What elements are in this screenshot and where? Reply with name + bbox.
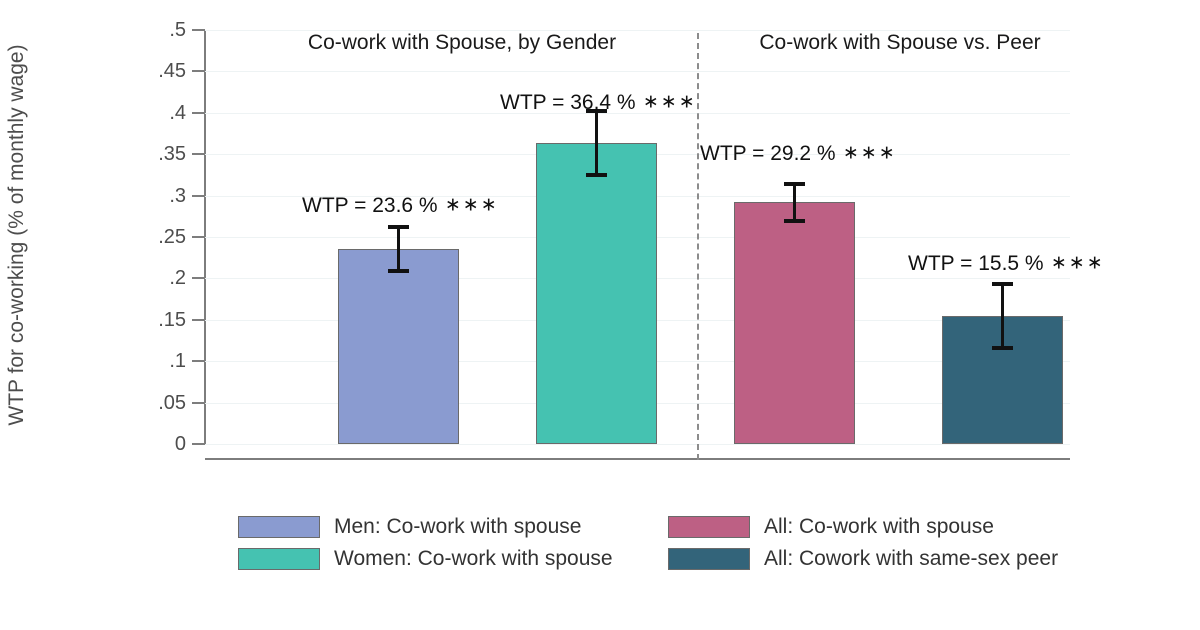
y-tick-label: 0 (174, 433, 186, 455)
y-tick-label: .15 (158, 308, 186, 331)
error-bar-cap (992, 345, 1013, 350)
panel-divider (697, 33, 699, 460)
legend-item[interactable]: Men: Co-work with spouse (238, 515, 668, 539)
error-bar-cap (992, 281, 1013, 286)
error-bar-cap (784, 218, 805, 223)
significance-stars: ∗∗∗ (635, 91, 697, 113)
y-tick-mark (192, 443, 205, 445)
gridline (205, 112, 1070, 114)
panel-title-right: Co-work with Spouse vs. Peer (759, 31, 1041, 54)
x-axis-line (205, 458, 1070, 460)
gridline (205, 71, 1070, 73)
wtp-annotation-text: WTP = 36.4 % (500, 91, 636, 114)
legend-label: All: Cowork with same-sex peer (764, 547, 1059, 570)
y-tick-mark (192, 236, 205, 238)
error-bar (1001, 281, 1004, 350)
error-bar-cap (586, 108, 607, 113)
legend-item[interactable]: All: Cowork with same-sex peer (668, 547, 1083, 571)
y-tick-label: .5 (169, 19, 186, 41)
wtp-annotation-text: WTP = 29.2 % (700, 142, 836, 165)
y-tick-mark (192, 153, 205, 156)
y-tick-mark (192, 194, 205, 197)
legend-label: Men: Co-work with spouse (334, 515, 582, 538)
error-bar-cap (586, 172, 607, 177)
error-bar (397, 225, 400, 273)
y-tick-label: .45 (158, 60, 186, 83)
y-tick-label: .05 (158, 391, 186, 414)
y-tick-mark (192, 111, 205, 114)
y-tick-label: .1 (169, 350, 186, 373)
gridline (205, 444, 1070, 445)
y-tick-mark (192, 318, 205, 321)
legend-swatch (238, 516, 320, 538)
significance-stars: ∗∗∗ (437, 194, 499, 216)
error-bar (793, 181, 796, 223)
y-tick-mark (192, 29, 205, 31)
legend-item[interactable]: All: Co-work with spouse (668, 515, 1083, 539)
y-tick-mark (192, 360, 205, 363)
legend-swatch (668, 516, 750, 538)
legend-label: Women: Co-work with spouse (334, 547, 613, 570)
chart-legend: Men: Co-work with spouse All: Co-work wit… (238, 511, 1083, 575)
y-tick-label: .4 (169, 101, 186, 124)
error-bar-cap (784, 181, 805, 186)
significance-stars: ∗∗∗ (1043, 252, 1105, 274)
y-tick-label: .35 (158, 143, 186, 166)
gridline (205, 30, 1070, 31)
y-axis-title: WTP for co-working (% of monthly wage) (5, 44, 28, 426)
error-bar-cap (388, 268, 409, 273)
wtp-annotation: WTP = 36.4 % ∗∗∗ (500, 92, 697, 113)
significance-stars: ∗∗∗ (835, 142, 897, 164)
error-bar (595, 108, 598, 177)
y-tick-label: .25 (158, 226, 186, 248)
y-tick-label: .3 (169, 184, 186, 207)
wtp-annotation-text: WTP = 23.6 % (302, 194, 438, 217)
error-bar-cap (388, 225, 409, 230)
panel-title-left: Co-work with Spouse, by Gender (307, 31, 617, 54)
legend-item[interactable]: Women: Co-work with spouse (238, 547, 668, 571)
wtp-annotation: WTP = 15.5 % ∗∗∗ (908, 253, 1105, 274)
legend-label: All: Co-work with spouse (764, 515, 994, 538)
bar (536, 142, 657, 444)
wtp-annotation: WTP = 29.2 % ∗∗∗ (700, 143, 897, 164)
bar (338, 248, 459, 444)
plot-area (205, 30, 1070, 445)
y-tick-label: .2 (169, 267, 186, 290)
y-tick-mark (192, 277, 205, 280)
legend-swatch (668, 548, 750, 570)
bar (734, 202, 855, 444)
wtp-annotation-text: WTP = 15.5 % (908, 252, 1044, 275)
legend-swatch (238, 548, 320, 570)
wtp-annotation: WTP = 23.6 % ∗∗∗ (302, 195, 499, 216)
y-tick-mark (192, 70, 205, 73)
y-tick-mark (192, 401, 205, 404)
